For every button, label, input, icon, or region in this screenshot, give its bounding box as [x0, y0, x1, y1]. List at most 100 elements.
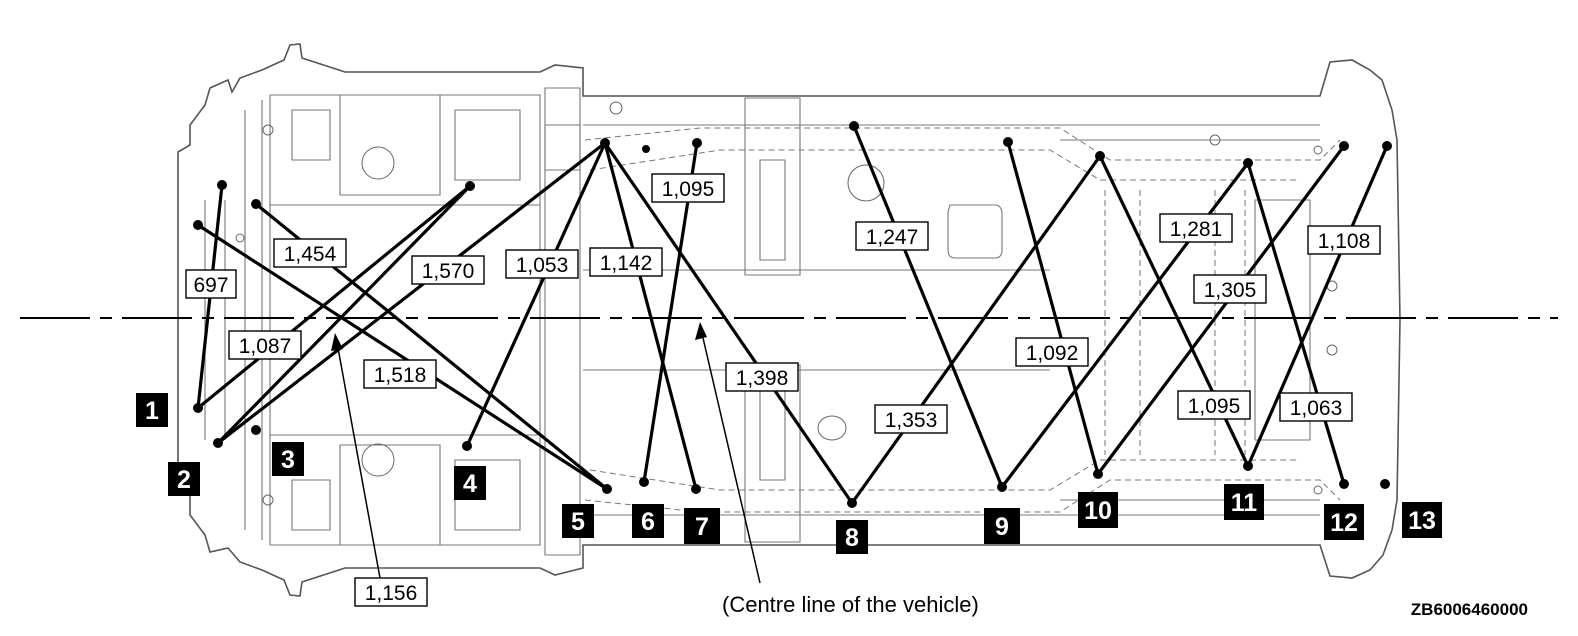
measurement-label: 1,053: [505, 249, 579, 279]
measurement-value: 1,108: [1318, 230, 1371, 253]
point-marker: 9: [984, 508, 1020, 544]
point-dot: [1380, 479, 1390, 489]
meas-line-1108: [1246, 144, 1389, 468]
measurement-value: 1,353: [885, 409, 938, 432]
point-marker: 3: [272, 442, 304, 476]
point-marker: 12: [1324, 504, 1364, 540]
meas-line-1053: [465, 141, 607, 448]
measurement-labels: 697 1,087 1,454 1,518 1,570 1,156 1,053: [185, 173, 1381, 607]
point-marker-label: 8: [845, 524, 859, 552]
point-marker: 2: [168, 462, 200, 496]
point-dot: [213, 438, 223, 448]
point-marker: 8: [836, 520, 868, 554]
point-dot: [193, 403, 203, 413]
point-dot: [1243, 461, 1253, 471]
point-marker-label: 12: [1330, 509, 1358, 537]
measurement-label: 1,398: [725, 362, 799, 392]
point-dot: [602, 484, 612, 494]
measurement-label: 1,095: [1177, 390, 1251, 420]
point-dot: [1339, 479, 1349, 489]
measurement-label: 1,095: [651, 173, 725, 203]
measurement-value: 1,095: [662, 178, 715, 201]
measurement-label: 1,063: [1279, 392, 1353, 422]
measurement-value: 1,247: [866, 226, 919, 249]
meas-line-1092: [1006, 140, 1100, 476]
point-dot: [849, 121, 859, 131]
point-dot: [600, 138, 610, 148]
point-marker: 4: [454, 466, 486, 500]
meas-line-1518: [196, 223, 609, 491]
measurement-value: 1,518: [374, 364, 427, 387]
measurement-value: 1,053: [516, 254, 569, 277]
measurement-value: 1,305: [1204, 279, 1257, 302]
measurement-label: 1,518: [363, 359, 437, 389]
measurement-value: 1,092: [1026, 342, 1079, 365]
meas-line-1156: [216, 184, 472, 445]
measurement-label: 1,353: [874, 404, 948, 434]
measurement-label: 1,305: [1193, 274, 1267, 304]
point-dot: [1095, 151, 1105, 161]
point-dot: [1243, 158, 1253, 168]
point-dot: [251, 425, 261, 435]
point-marker: 13: [1402, 502, 1442, 538]
point-dot: [639, 477, 649, 487]
meas-line-1398: [603, 141, 854, 505]
point-dot: [1382, 141, 1392, 151]
point-marker: 10: [1078, 492, 1118, 528]
point-marker-label: 11: [1231, 489, 1258, 517]
vehicle-underbody-outline: [177, 43, 1401, 597]
measurement-value: 1,142: [600, 252, 653, 275]
measurement-label: 1,156: [354, 577, 428, 607]
measurement-label: 1,570: [411, 255, 485, 285]
measurement-label: 697: [185, 269, 237, 299]
measurement-lines: [196, 124, 1389, 505]
meas-line-1353: [850, 154, 1102, 505]
point-dot: [1003, 137, 1013, 147]
measurement-value: 1,087: [239, 335, 292, 358]
point-marker: 7: [684, 508, 720, 544]
point-dot: [1093, 469, 1103, 479]
point-marker-label: 5: [571, 508, 585, 536]
point-marker-label: 6: [641, 508, 655, 536]
measurement-value: 1,398: [736, 367, 789, 390]
measurement-value: 1,454: [284, 243, 337, 266]
meas-line-1305: [1096, 144, 1346, 476]
point-dot: [642, 145, 650, 153]
point-markers: 1 2 3 4 5 6 7 8: [136, 393, 1442, 554]
point-dot: [465, 181, 475, 191]
measurement-label: 1,142: [589, 247, 663, 277]
point-dot: [462, 441, 472, 451]
point-marker: 11: [1224, 484, 1264, 520]
point-marker-label: 1: [145, 397, 159, 425]
point-dot: [997, 482, 1007, 492]
point-marker-label: 13: [1408, 507, 1436, 535]
measurement-value: 697: [193, 274, 228, 297]
measurement-value: 1,095: [1188, 395, 1241, 418]
meas-line-1247: [852, 124, 1004, 489]
measurement-label: 1,281: [1159, 213, 1233, 243]
point-dot: [251, 199, 261, 209]
point-marker: 6: [632, 504, 664, 538]
point-marker-label: 7: [695, 513, 709, 541]
point-dot: [1339, 141, 1349, 151]
point-dot: [193, 220, 203, 230]
measurement-value: 1,281: [1170, 218, 1223, 241]
point-dot: [217, 180, 227, 190]
point-dot: [691, 484, 701, 494]
meas-line-1087: [196, 184, 472, 410]
point-marker: 1: [136, 393, 168, 427]
measurement-label: 1,454: [273, 238, 347, 268]
meas-line-1063: [1246, 161, 1346, 486]
centre-line-leader-arrow: [695, 322, 707, 340]
point-marker-label: 9: [995, 513, 1009, 541]
centre-line-caption: (Centre line of the vehicle): [722, 592, 979, 617]
point-marker: 5: [562, 504, 594, 538]
label-1156-leader: [335, 336, 381, 579]
point-dot: [692, 138, 702, 148]
measurement-value: 1,156: [365, 582, 418, 605]
measurement-value: 1,570: [422, 260, 475, 283]
measurement-label: 1,092: [1015, 337, 1089, 367]
point-marker-label: 4: [463, 470, 477, 498]
centre-line-leader: [699, 324, 761, 584]
